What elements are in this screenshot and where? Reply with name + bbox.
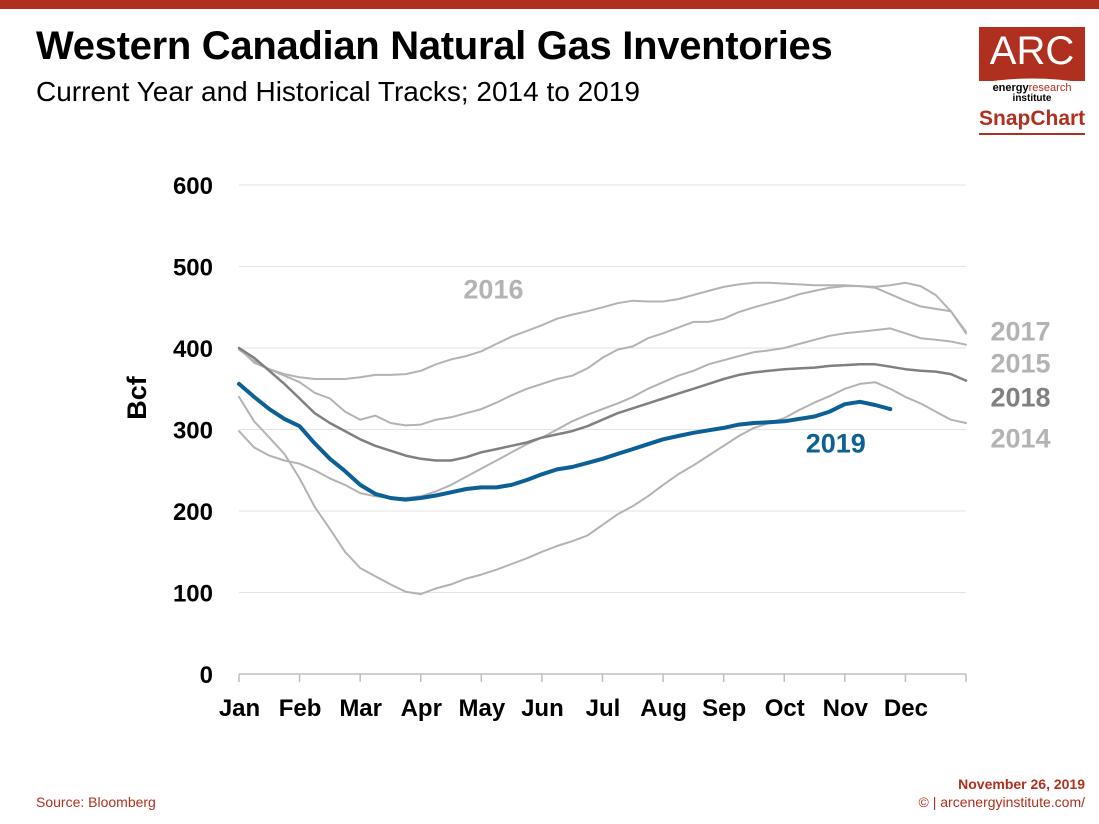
- logo-energy: energy: [992, 82, 1029, 94]
- arc-logo: ARC energyresearch institute SnapChart: [979, 27, 1085, 137]
- gridlines: [239, 184, 966, 593]
- y-axis-label: Bcf: [122, 375, 152, 420]
- series-label-2019: 2019: [806, 428, 866, 458]
- logo-research: research: [1028, 82, 1072, 94]
- logo-brand: ARC: [989, 29, 1075, 73]
- series-line-2017: [238, 285, 967, 427]
- chart-title: Western Canadian Natural Gas Inventories: [36, 24, 833, 68]
- y-tick-label: 200: [173, 499, 213, 526]
- y-tick-label: 100: [173, 581, 213, 608]
- series-line-2014: [238, 381, 967, 596]
- publish-date: November 26, 2019: [958, 776, 1085, 792]
- x-tick-label: Nov: [823, 695, 869, 722]
- series-label-2017: 2017: [990, 317, 1050, 347]
- x-tick-label: May: [458, 695, 505, 722]
- logo-energy-research: energyresearch: [979, 83, 1085, 94]
- y-tick-label: 600: [173, 173, 213, 200]
- x-tick-label: Apr: [401, 695, 442, 722]
- source-note: Source: Bloomberg: [36, 794, 156, 810]
- x-tick-label: Jan: [219, 695, 260, 722]
- series-label-2015: 2015: [990, 348, 1050, 378]
- x-tick-label: Oct: [765, 695, 805, 722]
- y-tick-label: 300: [173, 418, 213, 445]
- series-label-2016: 2016: [463, 274, 523, 304]
- series-line-2019: [237, 381, 893, 502]
- x-tick-label: Sep: [702, 695, 746, 722]
- x-tick-label: Jun: [521, 695, 564, 722]
- copyright-note: © | arcenergyinstitute.com/: [918, 794, 1085, 810]
- chart-subtitle: Current Year and Historical Tracks; 2014…: [36, 76, 640, 107]
- x-tick-label: Aug: [640, 695, 687, 722]
- inventory-line-chart: 0 100 200 300 400 500 600 Jan Feb Mar Apr May Jun Jul…: [122, 173, 1051, 722]
- logo-institute: institute: [1012, 93, 1052, 104]
- series-lines: [237, 281, 968, 596]
- x-tick-label: Jul: [586, 695, 621, 722]
- series-label-2018: 2018: [990, 383, 1050, 413]
- y-tick-label: 0: [200, 662, 213, 689]
- series-line-2018: [237, 346, 968, 462]
- x-tick-label: Dec: [884, 695, 928, 722]
- x-tick-label: Feb: [279, 695, 322, 722]
- series-label-2014: 2014: [990, 423, 1050, 453]
- logo-underline: [979, 133, 1085, 135]
- axes: 0 100 200 300 400 500 600 Jan Feb Mar Apr May Jun Jul…: [173, 173, 967, 722]
- logo-swoosh-icon: [979, 78, 1085, 83]
- logo-snapchart: SnapChart: [979, 107, 1086, 130]
- y-tick-label: 400: [173, 336, 213, 363]
- x-tick-label: Mar: [339, 695, 382, 722]
- y-tick-label: 500: [173, 255, 213, 282]
- series-line-2015: [238, 327, 967, 499]
- top-accent-bar: [0, 0, 1099, 9]
- logo-red-box: [979, 27, 1085, 81]
